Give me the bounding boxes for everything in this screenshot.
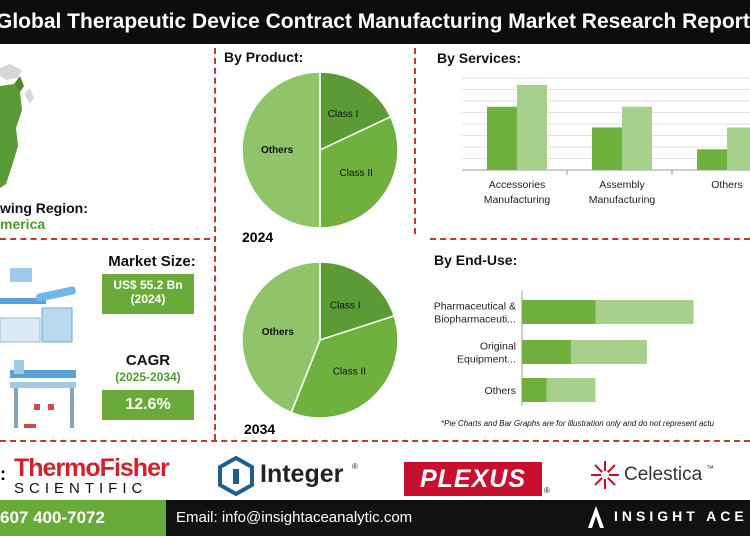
bar <box>592 127 622 170</box>
bar-segment <box>595 300 694 324</box>
hospital-bed-icon <box>10 360 76 428</box>
x-tick-label: Manufacturing <box>589 194 656 206</box>
region-label: wing Region: <box>0 200 88 216</box>
footer-email[interactable]: Email: info@insightaceanalytic.com <box>176 509 413 526</box>
services-bar-chart: Accessories Manufacturing Assembly Manufact… <box>462 77 750 206</box>
y-tick-label: Pharmaceutical & <box>434 301 516 313</box>
divider <box>414 48 416 234</box>
pie-slice <box>319 71 392 152</box>
pie-slice-label: Class I <box>328 109 359 120</box>
pie-slice <box>290 314 399 419</box>
insightace-logo-icon <box>588 506 604 528</box>
market-size-value: US$ 55.2 Bn <box>113 278 183 292</box>
pie-slice-label: Class I <box>330 300 361 311</box>
footer-phone[interactable]: 607 400-7072 <box>0 500 166 536</box>
plexus-wordmark: PLEXUS <box>419 465 527 493</box>
divider <box>214 48 216 440</box>
cagr-value: 12.6% <box>102 390 194 420</box>
pie-slice <box>319 115 399 229</box>
market-size-year: (2024) <box>130 292 166 306</box>
integer-registered-mark: ® <box>352 462 358 471</box>
pie-slice-label: Others <box>261 145 294 156</box>
bar-segment <box>522 378 547 402</box>
y-tick-label: Biopharmaceuti... <box>434 314 516 326</box>
x-tick-label: Manufacturing <box>484 194 551 206</box>
thermofisher-sub: SCIENTIFIC <box>14 480 148 497</box>
footer-brand: INSIGHT ACE A <box>614 508 750 524</box>
medical-device-icon <box>0 268 76 343</box>
pie-slice-label: Class II <box>340 168 373 179</box>
product-heading: By Product: <box>224 49 304 65</box>
bar <box>697 149 727 170</box>
pie-slice <box>241 261 321 414</box>
pie-slice-label: Others <box>262 327 295 338</box>
bar <box>622 106 652 170</box>
thermofisher-wordmark: ThermoFisher <box>14 454 170 482</box>
cagr-period: (2025-2034) <box>115 370 181 384</box>
y-tick-label: Original <box>480 341 516 353</box>
title-bar: Global Therapeutic Device Contract Manuf… <box>0 0 750 44</box>
y-tick-label: Others <box>484 385 516 397</box>
pie-slice <box>319 261 396 342</box>
region-value: merica <box>0 216 46 232</box>
services-heading: By Services: <box>437 50 522 66</box>
pie-slice <box>241 71 321 229</box>
plexus-logo: PLEXUS <box>404 462 542 496</box>
pie-year-2024: 2024 <box>242 229 274 245</box>
bar-segment <box>546 378 596 402</box>
bar <box>517 84 547 170</box>
pie-chart-2024: Class I Class II Others <box>241 71 399 229</box>
divider <box>0 440 750 442</box>
market-size-badge: US$ 55.2 Bn (2024) <box>102 274 194 314</box>
thermofisher-logo: ThermoFisher SCIENTIFIC <box>14 455 184 497</box>
bar <box>487 106 517 170</box>
phone-number: 607 400-7072 <box>0 508 105 527</box>
pie-year-2034: 2034 <box>244 421 276 437</box>
integer-logo: Integer ® <box>218 456 368 496</box>
market-size-heading: Market Size: <box>108 253 196 270</box>
y-tick-label: Equipment... <box>457 354 516 366</box>
enduse-bar-chart: Pharmaceutical &Biopharmaceuti... Origina… <box>434 290 694 406</box>
logos-colon: : <box>0 464 6 484</box>
celestica-logo: Celestica ™ <box>590 458 750 494</box>
pie-slice-label: Class II <box>333 366 366 377</box>
disclaimer: *Pie Charts and Bar Graphs are for illus… <box>441 419 715 428</box>
bar-segment <box>571 340 647 364</box>
bar <box>727 127 750 170</box>
integer-wordmark: Integer <box>260 460 344 488</box>
cagr-heading: CAGR <box>125 352 171 369</box>
world-map-icon <box>0 64 34 188</box>
pie-chart-2034: Class I Class II Others <box>241 261 399 419</box>
plexus-registered-mark: ® <box>544 486 550 495</box>
celestica-star-icon <box>591 461 619 489</box>
integer-hex-icon <box>218 456 254 496</box>
x-tick-label: Others <box>711 179 743 191</box>
enduse-heading: By End-Use: <box>434 252 518 268</box>
divider <box>430 238 750 240</box>
page-title: Global Therapeutic Device Contract Manuf… <box>0 10 750 33</box>
divider <box>0 238 210 240</box>
x-tick-label: Assembly <box>599 179 645 191</box>
x-tick-label: Accessories <box>489 179 546 191</box>
bar-segment <box>522 300 596 324</box>
celestica-trademark: ™ <box>706 464 714 473</box>
bar-segment <box>522 340 571 364</box>
celestica-wordmark: Celestica <box>624 464 703 485</box>
